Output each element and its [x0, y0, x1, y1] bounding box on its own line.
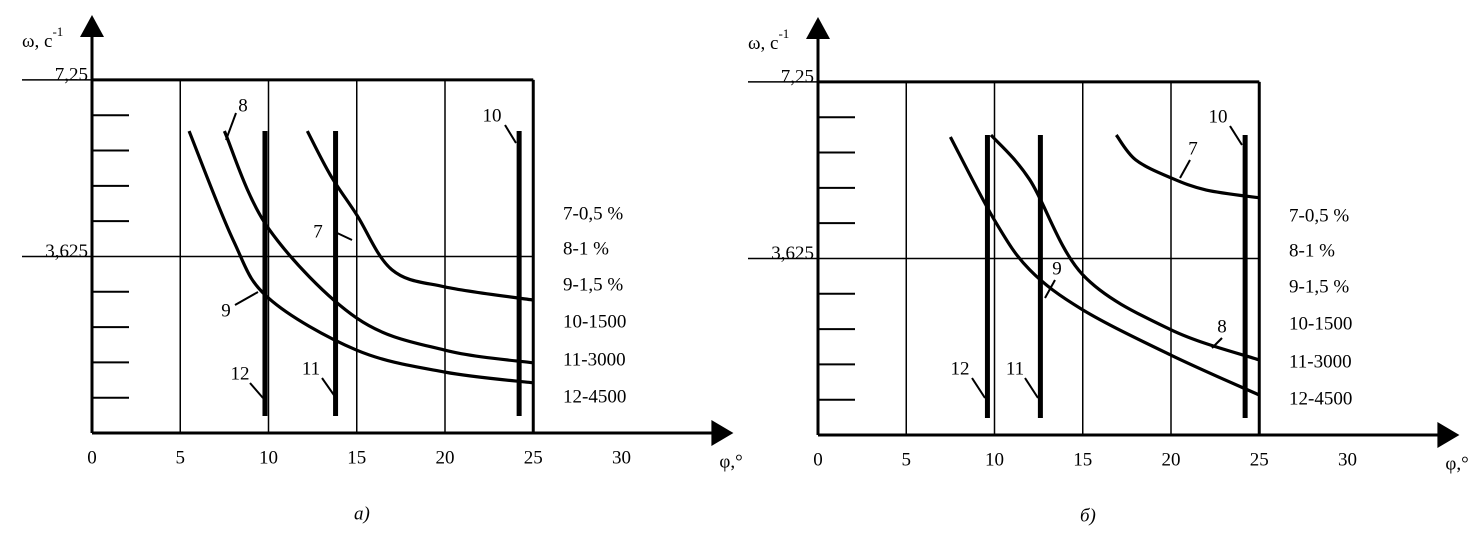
- series-label: 11: [302, 358, 320, 379]
- label-leader: [1024, 377, 1039, 399]
- label-leader: [504, 124, 517, 144]
- y-axis-label: ω, с-1: [748, 26, 789, 54]
- x-tick-label: 30: [1338, 449, 1357, 470]
- series-line: [187, 130, 534, 385]
- x-tick-label: 10: [259, 447, 278, 468]
- legend-entry: 7-0,5 %: [563, 203, 623, 224]
- x-tick-label: 25: [524, 447, 543, 468]
- legend-entry: 11-3000: [1289, 351, 1352, 372]
- label-leader: [234, 291, 259, 306]
- series-label: 10: [483, 105, 502, 126]
- y-axis-label: ω, с-1: [22, 24, 63, 52]
- label-leader: [225, 112, 237, 141]
- series-label: 12: [231, 363, 250, 384]
- label-leader: [1211, 337, 1223, 349]
- y-axis-label-sup: -1: [52, 24, 63, 39]
- legend-entry: 8-1 %: [1289, 240, 1335, 261]
- legend-entry: 9-1,5 %: [1289, 276, 1349, 297]
- label-leader: [1229, 125, 1243, 146]
- x-tick-label: 20: [1162, 449, 1181, 470]
- x-axis-label: φ,°: [1445, 453, 1468, 474]
- series-label: 9: [221, 300, 231, 321]
- series-line: [305, 130, 534, 302]
- legend-entry: 12-4500: [1289, 388, 1352, 409]
- x-tick-label: 25: [1250, 449, 1269, 470]
- y-tick-label: 7,25: [55, 64, 88, 85]
- y-tick-label: 3,625: [45, 241, 88, 262]
- label-leader: [1044, 279, 1056, 299]
- y-axis-label-sup: -1: [778, 26, 789, 41]
- y-tick-label: 3,625: [771, 243, 814, 264]
- y-tick-label: 7,25: [781, 66, 814, 87]
- series-label: 11: [1006, 358, 1024, 379]
- x-axis-arrow: [1437, 422, 1460, 448]
- y-axis-label-text: ω, с: [22, 31, 52, 52]
- x-tick-label: 5: [902, 449, 912, 470]
- subtitle: б): [1080, 505, 1096, 526]
- legend-entry: 10-1500: [563, 311, 626, 332]
- legend-entry: 12-4500: [563, 386, 626, 407]
- series-line: [222, 130, 534, 365]
- series-line: [948, 136, 1260, 397]
- x-tick-label: 10: [985, 449, 1004, 470]
- legend-entry: 7-0,5 %: [1289, 205, 1349, 226]
- legend-entry: 11-3000: [563, 349, 626, 370]
- series-label: 12: [951, 358, 970, 379]
- series-label: 10: [1209, 106, 1228, 127]
- label-leader: [1179, 159, 1191, 179]
- series-line: [989, 133, 1260, 362]
- series-line: [1114, 134, 1260, 200]
- label-leader: [321, 377, 337, 399]
- x-axis-arrow: [711, 420, 734, 446]
- series-label: 8: [238, 95, 248, 116]
- series-label: 7: [1188, 138, 1198, 159]
- label-leader: [249, 382, 264, 399]
- y-axis-arrow: [80, 15, 104, 38]
- legend-entry: 10-1500: [1289, 313, 1352, 334]
- x-tick-label: 5: [176, 447, 186, 468]
- legend-entry: 9-1,5 %: [563, 274, 623, 295]
- x-tick-label: 0: [87, 447, 97, 468]
- y-axis-label-text: ω, с: [748, 33, 778, 54]
- x-tick-label: 30: [612, 447, 631, 468]
- series-label: 7: [313, 221, 323, 242]
- series-label: 8: [1217, 316, 1227, 337]
- y-axis-arrow: [806, 17, 830, 40]
- x-tick-label: 15: [347, 447, 366, 468]
- x-tick-label: 0: [813, 449, 823, 470]
- series-label: 9: [1052, 258, 1062, 279]
- subtitle: а): [354, 503, 370, 524]
- x-tick-label: 20: [436, 447, 455, 468]
- x-axis-label: φ,°: [719, 451, 742, 472]
- legend-entry: 8-1 %: [563, 238, 609, 259]
- label-leader: [971, 377, 986, 399]
- x-tick-label: 15: [1073, 449, 1092, 470]
